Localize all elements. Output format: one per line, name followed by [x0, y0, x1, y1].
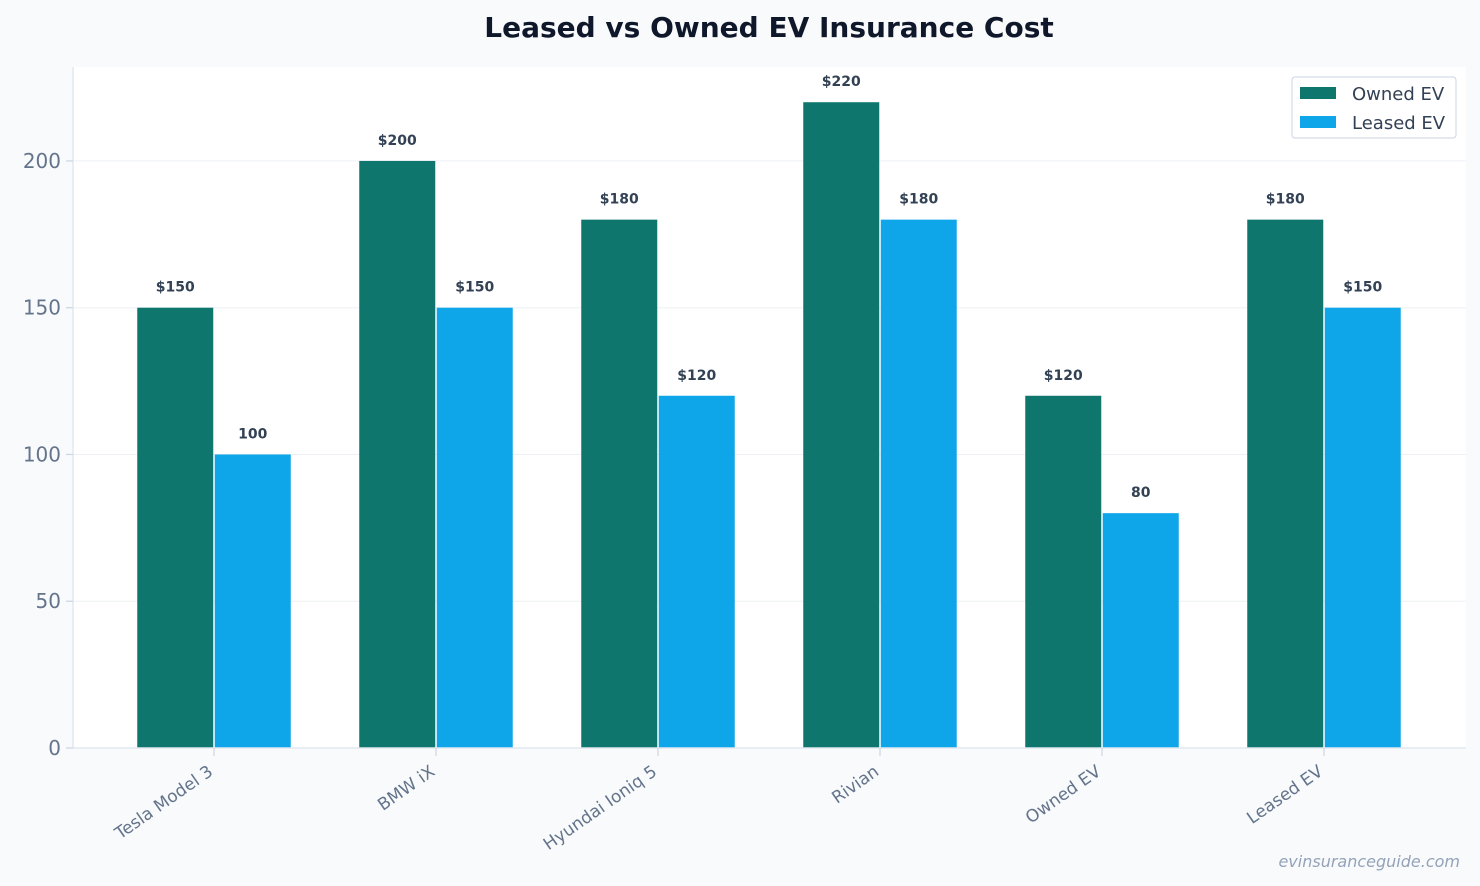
watermark: evinsuranceguide.com — [1278, 852, 1460, 871]
bar-owned — [1247, 219, 1324, 748]
bar-owned — [581, 219, 658, 748]
x-tick-label: Tesla Model 3 — [111, 762, 217, 845]
data-label-owned: $150 — [156, 280, 195, 296]
data-label-owned: $180 — [1266, 192, 1305, 208]
y-tick-label: 0 — [48, 736, 61, 760]
bar-leased — [880, 219, 957, 748]
y-tick-label: 150 — [23, 296, 61, 320]
data-label-leased: $120 — [677, 368, 716, 384]
data-label-owned: $200 — [378, 133, 417, 149]
data-label-owned: $120 — [1044, 368, 1083, 384]
grid-lines — [73, 160, 1466, 602]
x-tick-label: Rivian — [828, 762, 882, 809]
chart-title: Leased vs Owned EV Insurance Cost — [484, 11, 1054, 44]
x-tick-label: BMW iX — [374, 762, 439, 816]
x-tick-label: Leased EV — [1243, 762, 1327, 829]
data-label-leased: $180 — [899, 192, 938, 208]
bar-leased — [214, 454, 291, 748]
data-label-owned: $220 — [822, 74, 861, 90]
bar-owned — [803, 102, 880, 749]
bar-leased — [436, 307, 513, 748]
legend-label-owned: Owned EV — [1352, 84, 1445, 105]
data-label-leased: 100 — [238, 426, 267, 442]
legend: Owned EV Leased EV — [1291, 76, 1457, 139]
data-labels: $150 100 $200 $150 $180 $120 $220 $180 $120 80 $18… — [156, 74, 1383, 501]
legend-label-leased: Leased EV — [1352, 113, 1446, 134]
data-label-leased: $150 — [1343, 280, 1382, 296]
bar-owned — [359, 160, 436, 748]
bar-owned — [137, 307, 214, 748]
plot-area — [73, 67, 1466, 748]
data-label-leased: $150 — [455, 280, 494, 296]
x-tick-label: Hyundai Ioniq 5 — [540, 762, 661, 855]
legend-swatch-leased — [1300, 116, 1336, 128]
legend-swatch-owned — [1300, 87, 1336, 99]
y-tick-label: 100 — [23, 442, 61, 466]
y-tick-label: 200 — [23, 149, 61, 173]
y-tick-label: 50 — [36, 589, 61, 613]
data-label-leased: 80 — [1131, 485, 1151, 501]
bar-leased — [1324, 307, 1401, 748]
x-tick-label: Owned EV — [1022, 762, 1105, 829]
axes — [72, 67, 1466, 749]
data-label-owned: $180 — [600, 192, 639, 208]
bar-leased — [658, 395, 735, 748]
bar-owned — [1025, 395, 1102, 748]
bars — [137, 102, 1401, 749]
bar-leased — [1102, 513, 1179, 748]
